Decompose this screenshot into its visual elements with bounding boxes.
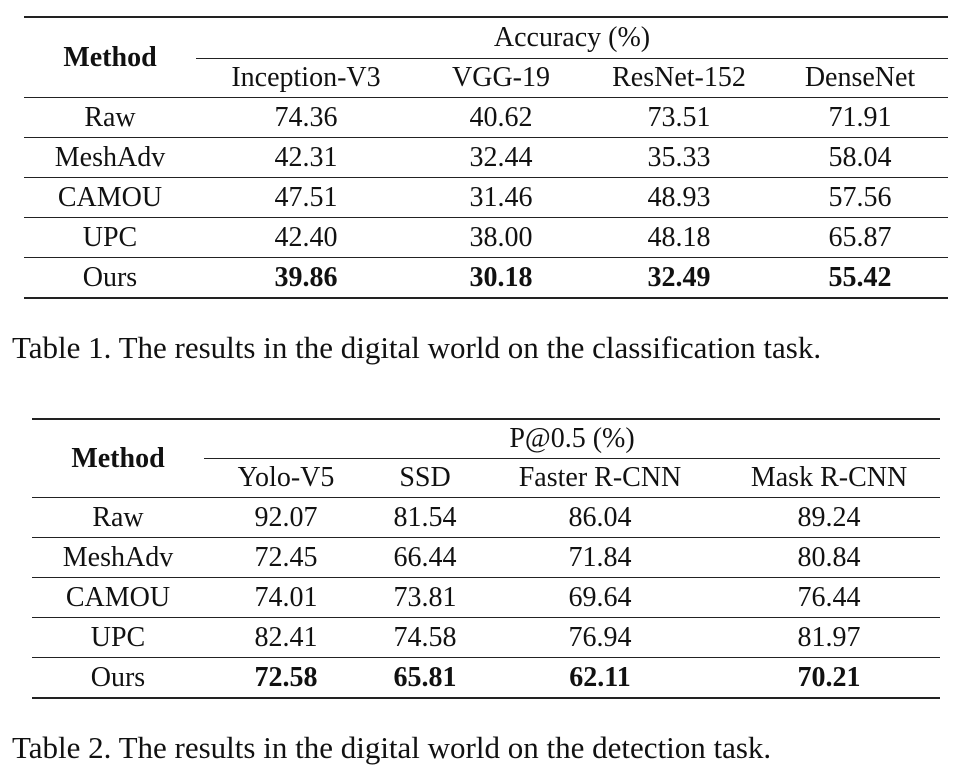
column-header: DenseNet [804,62,916,93]
value-cell: 69.64 [482,577,718,618]
method-cell: Raw [32,497,204,538]
value-cell: 74.58 [368,617,482,658]
column-header: SSD [399,462,451,493]
table-row: MeshAdv 72.45 66.44 71.84 80.84 [32,537,941,578]
value-cell: 47.51 [196,177,416,218]
value-cell: 48.93 [586,177,772,218]
table-subheader-row: Inception-V3 VGG-19 ResNet-152 DenseNet [24,59,948,98]
value-cell: 76.44 [718,577,941,618]
value-cell: 82.41 [204,617,368,658]
value-cell: 71.91 [772,97,949,138]
table-header-row: Method Accuracy (%) [24,16,949,98]
precision-group-header: P@0.5 (%) [204,418,941,459]
method-cell: MeshAdv [24,137,196,178]
table-row: CAMOU 47.51 31.46 48.93 57.56 [24,177,949,218]
column-header: Yolo-V5 [237,462,335,493]
table-subheader-row: Yolo-V5 SSD Faster R-CNN Mask R-CNN [32,459,940,498]
value-cell: 42.40 [196,217,416,258]
method-cell: CAMOU [32,577,204,618]
value-cell: 31.46 [416,177,586,218]
table-caption: Table 2. The results in the digital worl… [12,730,772,765]
method-cell: UPC [32,617,204,658]
best-value-cell: 72.58 [204,657,368,699]
table-row: UPC 82.41 74.58 76.94 81.97 [32,617,941,658]
value-cell: 58.04 [772,137,949,178]
value-cell: 73.51 [586,97,772,138]
value-cell: 81.97 [718,617,941,658]
best-value-cell: 55.42 [772,257,949,299]
column-header: Mask R-CNN [750,462,908,493]
value-cell: 42.31 [196,137,416,178]
value-cell: 73.81 [368,577,482,618]
best-value-cell: 62.11 [482,657,718,699]
column-header: ResNet-152 [612,62,746,93]
value-cell: 40.62 [416,97,586,138]
accuracy-group-header: Accuracy (%) [196,16,949,59]
table-header-row: Method P@0.5 (%) [32,418,941,498]
best-value-cell: 30.18 [416,257,586,299]
table-row: MeshAdv 42.31 32.44 35.33 58.04 [24,137,949,178]
value-cell: 76.94 [482,617,718,658]
table-row: Raw 74.36 40.62 73.51 71.91 [24,97,949,138]
value-cell: 48.18 [586,217,772,258]
value-cell: 57.56 [772,177,949,218]
classification-results-table: Method Accuracy (%) Inception-V3 VGG-19 … [24,16,949,299]
value-cell: 80.84 [718,537,941,578]
column-header: VGG-19 [452,62,550,93]
column-header: Inception-V3 [231,62,381,93]
table-row-ours: Ours 72.58 65.81 62.11 70.21 [32,657,941,699]
method-column-header: Method [32,418,204,498]
best-value-cell: 32.49 [586,257,772,299]
table-row: Raw 92.07 81.54 86.04 89.24 [32,497,941,538]
value-cell: 74.36 [196,97,416,138]
value-cell: 72.45 [204,537,368,578]
value-cell: 81.54 [368,497,482,538]
value-cell: 32.44 [416,137,586,178]
value-cell: 71.84 [482,537,718,578]
method-cell: Ours [24,257,196,299]
value-cell: 38.00 [416,217,586,258]
value-cell: 74.01 [204,577,368,618]
best-value-cell: 39.86 [196,257,416,299]
method-cell: Raw [24,97,196,138]
best-value-cell: 65.81 [368,657,482,699]
best-value-cell: 70.21 [718,657,941,699]
method-column-header: Method [24,16,196,98]
value-cell: 89.24 [718,497,941,538]
value-cell: 66.44 [368,537,482,578]
value-cell: 92.07 [204,497,368,538]
value-cell: 65.87 [772,217,949,258]
method-cell: UPC [24,217,196,258]
table-row: UPC 42.40 38.00 48.18 65.87 [24,217,949,258]
table-caption: Table 1. The results in the digital worl… [12,330,822,365]
method-cell: CAMOU [24,177,196,218]
column-header: Faster R-CNN [518,462,682,493]
method-cell: Ours [32,657,204,699]
value-cell: 86.04 [482,497,718,538]
method-cell: MeshAdv [32,537,204,578]
detection-results-table: Method P@0.5 (%) Yolo-V5 SSD Faster R-CN… [32,418,941,699]
table-row-ours: Ours 39.86 30.18 32.49 55.42 [24,257,949,299]
value-cell: 35.33 [586,137,772,178]
table-row: CAMOU 74.01 73.81 69.64 76.44 [32,577,941,618]
